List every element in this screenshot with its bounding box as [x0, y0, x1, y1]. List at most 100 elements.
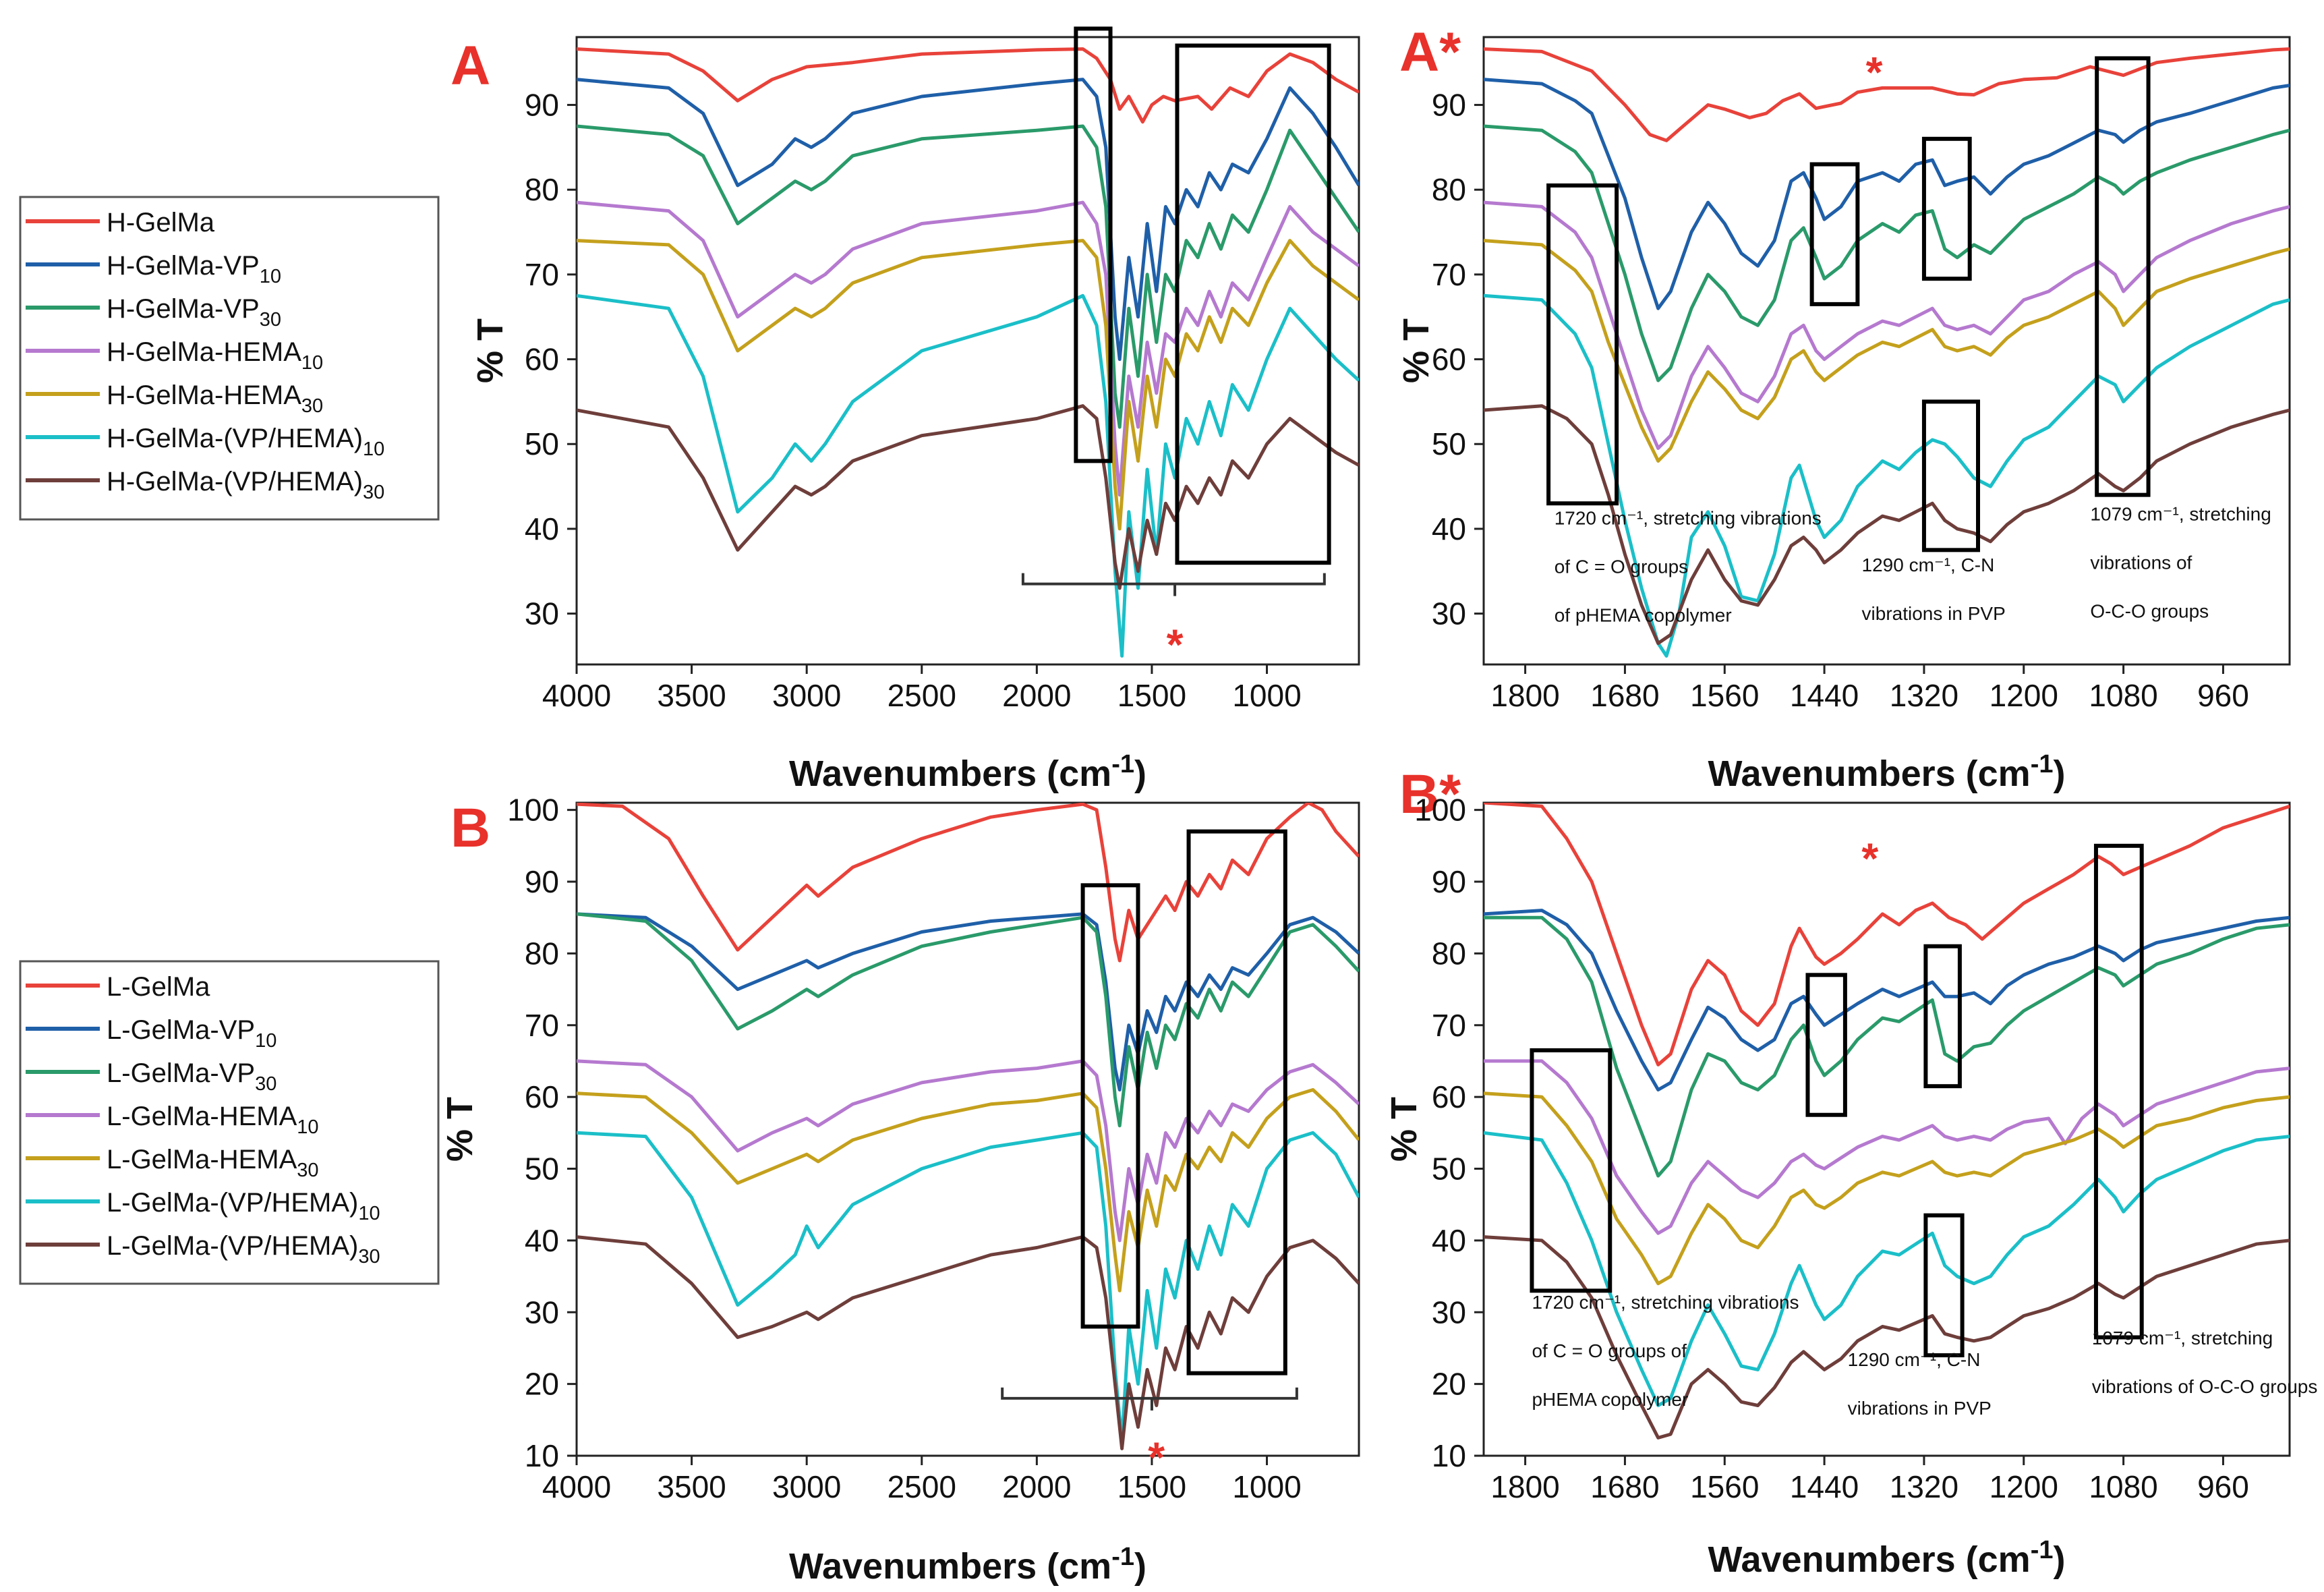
annotation-text: 1290 cm⁻¹, C-N	[1862, 555, 1995, 575]
x-tick-label: 2000	[1002, 678, 1071, 713]
series-line	[577, 124, 1359, 429]
series-line	[577, 78, 1359, 362]
y-tick-label: 90	[1432, 864, 1466, 899]
highlight-box	[1805, 973, 1847, 1117]
y-tick-label: 70	[1432, 257, 1466, 292]
x-axis-title: Wavenumbers (cm-1)	[1708, 1536, 2066, 1580]
panel-letter: B	[451, 797, 490, 859]
plot-frame	[1482, 36, 2291, 666]
series-line	[577, 912, 1359, 1091]
highlight-box	[2093, 843, 2144, 1340]
y-tick-label: 90	[525, 88, 559, 123]
highlight-box	[1186, 829, 1287, 1375]
x-tick-label: 1800	[1490, 678, 1559, 713]
plot-frame	[575, 801, 1360, 1457]
series-line	[577, 404, 1359, 590]
panel-letter: B*	[1399, 764, 1461, 825]
series-line	[1484, 803, 2290, 1067]
x-tick-label: 3500	[657, 1469, 726, 1504]
y-tick-label: 30	[525, 596, 559, 631]
legend-frame	[19, 196, 440, 521]
series-group	[1484, 803, 2290, 1440]
series-line	[1484, 200, 2290, 450]
annotation-text: vibrations of	[2090, 552, 2192, 573]
x-tick-label: 3000	[772, 678, 841, 713]
legend-label: L-GelMa	[107, 972, 210, 1002]
y-tick-label: 40	[525, 1223, 559, 1258]
panel-letter: A*	[1399, 22, 1461, 83]
x-tick-label: 4000	[542, 1469, 611, 1504]
y-tick-label: 70	[1432, 1008, 1466, 1043]
x-tick-label: 1320	[1890, 1469, 1958, 1504]
zoom-bracket	[1001, 1387, 1298, 1400]
x-tick-label: 1440	[1790, 678, 1859, 713]
x-tick-label: 1200	[1989, 1469, 2058, 1504]
y-tick-label: 40	[1432, 511, 1466, 546]
asterisk-marker: *	[1861, 834, 1878, 882]
y-tick-label: 20	[1432, 1367, 1466, 1402]
y-axis-title: % T	[1384, 1097, 1424, 1162]
legend-label: L-GelMa-VP10	[107, 1015, 277, 1052]
annotation-text: 1720 cm⁻¹, stretching vibrations	[1532, 1292, 1799, 1313]
x-axis-title: Wavenumbers (cm-1)	[789, 1543, 1146, 1587]
y-tick-label: 10	[1432, 1438, 1466, 1473]
annotation-text: of C = O groups of	[1532, 1340, 1687, 1361]
panel-b-star: B* 1800 1680 1560 1440 1320 1200 1080 960 10 20 30…	[1384, 764, 2317, 1580]
legend-h-gelma: H-GelMa H-GelMa-VP10 H-GelMa-VP30 H-GelMa-H…	[19, 196, 440, 521]
legend-label: L-GelMa-(VP/HEMA)10	[107, 1188, 380, 1224]
y-tick-label: 60	[525, 1079, 559, 1114]
y-tick-label: 50	[525, 426, 559, 461]
x-tick-label: 2500	[888, 1469, 956, 1504]
x-tick-label: 1500	[1117, 1469, 1186, 1504]
y-tick-label: 30	[1432, 1295, 1466, 1330]
x-tick-label: 1680	[1590, 1469, 1659, 1504]
series-line	[577, 803, 1359, 963]
x-tick-label: 1440	[1790, 1469, 1859, 1504]
y-tick-label: 80	[525, 936, 559, 971]
x-tick-label: 1680	[1590, 678, 1659, 713]
highlight-box	[1923, 1213, 1965, 1358]
asterisk-marker: *	[1866, 48, 1883, 96]
legend-frame	[19, 960, 440, 1285]
panel-a-star: A* 1800 1680 1560 1440 1320 1200 1080 960 30 40 50…	[1396, 22, 2291, 794]
series-line	[577, 47, 1359, 124]
x-tick-label: 1800	[1490, 1469, 1559, 1504]
x-tick-label: 3500	[657, 678, 726, 713]
series-line	[577, 200, 1359, 497]
y-tick-label: 80	[1432, 172, 1466, 207]
x-tick-label: 1080	[2089, 678, 2157, 713]
series-line	[577, 293, 1359, 658]
annotation-text: vibrations in PVP	[1862, 603, 2006, 624]
series-line	[1484, 47, 2290, 142]
y-tick-label: 50	[525, 1152, 559, 1187]
y-tick-label: 40	[1432, 1223, 1466, 1258]
x-tick-label: 1560	[1690, 678, 1759, 713]
series-line	[1484, 1091, 2290, 1286]
panel-b: B 4000 3500 3000 2500 2000 1500 1000 10 20 30 40 50…	[440, 793, 1360, 1587]
x-tick-label: 1000	[1232, 1469, 1301, 1504]
highlight-box	[1080, 883, 1140, 1329]
legend-label: H-GelMa-HEMA10	[107, 337, 323, 374]
annotation-text: 1290 cm⁻¹, C-N	[1848, 1349, 1981, 1370]
y-tick-label: 50	[1432, 1152, 1466, 1187]
highlight-box	[1546, 183, 1619, 506]
series-line	[577, 1088, 1359, 1292]
legend-label: L-GelMa-HEMA30	[107, 1145, 319, 1181]
annotation-text: 1079 cm⁻¹, stretching	[2092, 1328, 2273, 1348]
x-tick-label: 1000	[1232, 678, 1301, 713]
y-tick-label: 90	[1432, 88, 1466, 123]
plot-frame	[575, 36, 1360, 666]
series-line	[1484, 1059, 2290, 1235]
zoom-bracket	[1021, 573, 1326, 586]
y-tick-label: 30	[525, 1295, 559, 1330]
y-tick-label: 60	[1432, 342, 1466, 377]
y-tick-label: 10	[525, 1438, 559, 1473]
series-line	[577, 1059, 1359, 1243]
annotation-text: pHEMA copolymer	[1532, 1389, 1688, 1410]
legend-label: H-GelMa-VP10	[107, 251, 281, 287]
x-tick-label: 1500	[1117, 678, 1186, 713]
legend-label: H-GelMa-VP30	[107, 294, 281, 331]
x-axis-title: Wavenumbers (cm-1)	[1708, 750, 2066, 794]
series-line	[1484, 1235, 2290, 1440]
x-tick-label: 4000	[542, 678, 611, 713]
